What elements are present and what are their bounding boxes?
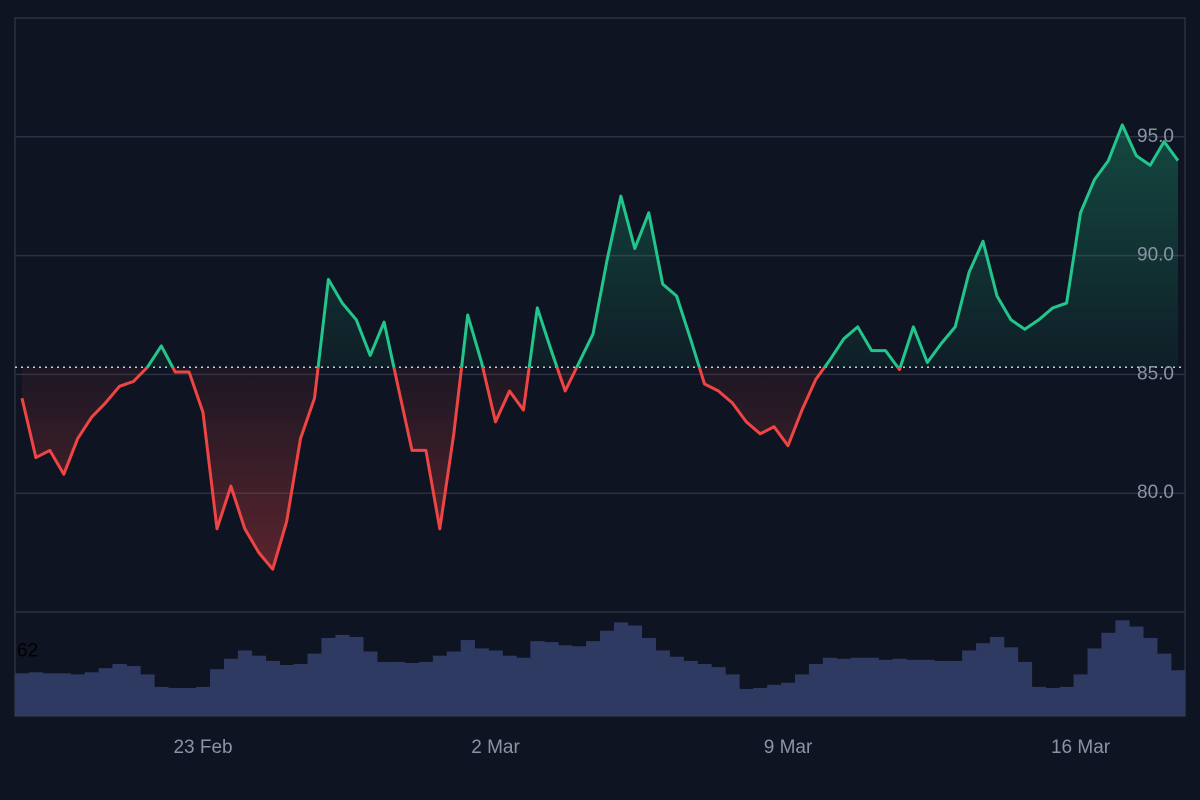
volume-bar bbox=[377, 661, 392, 716]
volume-bar bbox=[418, 661, 434, 716]
volume-bar bbox=[70, 674, 85, 716]
volume-bar bbox=[98, 668, 113, 716]
volume-bar bbox=[962, 650, 977, 716]
volume-bar bbox=[864, 657, 879, 716]
volume-bar bbox=[544, 642, 559, 716]
volume-bar bbox=[1129, 626, 1144, 716]
volume-bar bbox=[293, 664, 308, 716]
volume-bar bbox=[56, 673, 72, 716]
volume-bar bbox=[878, 659, 893, 716]
volume-bar bbox=[990, 636, 1005, 716]
volume-bar bbox=[739, 688, 754, 716]
price-line bbox=[20, 123, 1180, 571]
volume-bar bbox=[1003, 647, 1019, 716]
volume-bar bbox=[641, 638, 657, 716]
volume-bar bbox=[669, 656, 684, 716]
volume-bar bbox=[84, 672, 99, 716]
volume-bar bbox=[1045, 687, 1060, 716]
volume-bar bbox=[265, 660, 280, 716]
volume-bar bbox=[1087, 648, 1102, 716]
volume-bar bbox=[920, 659, 935, 716]
volume-bar bbox=[516, 657, 531, 716]
volume-bar bbox=[683, 660, 698, 716]
volume-bar bbox=[488, 650, 503, 716]
volume-bar bbox=[1031, 686, 1047, 716]
volume-bar bbox=[1157, 653, 1172, 716]
volume-bar bbox=[1115, 620, 1130, 716]
y-tick-label: 95.0 bbox=[1137, 126, 1174, 147]
volume-bar bbox=[474, 648, 489, 716]
volume-bar bbox=[182, 687, 197, 716]
volume-bar bbox=[558, 645, 573, 716]
volume-bar bbox=[210, 669, 225, 716]
volume-bar bbox=[1171, 670, 1186, 716]
volume-bar bbox=[405, 662, 420, 716]
y-tick-label: 85.0 bbox=[1137, 363, 1174, 384]
x-tick-label: 23 Feb bbox=[173, 737, 232, 758]
volume-bar bbox=[655, 650, 670, 716]
volume-bar bbox=[223, 658, 239, 716]
volume-bar bbox=[140, 674, 155, 716]
volume-bar bbox=[154, 686, 169, 716]
volume-bar bbox=[321, 638, 336, 716]
volume-bar bbox=[460, 640, 475, 716]
volume-bar bbox=[112, 664, 127, 716]
volume-bar bbox=[15, 673, 30, 716]
volume-bar bbox=[335, 634, 350, 716]
volume-bar bbox=[168, 687, 183, 716]
x-tick-label: 2 Mar bbox=[471, 737, 520, 758]
volume-bar bbox=[836, 658, 852, 716]
volume-bar bbox=[781, 682, 796, 716]
volume-bar bbox=[948, 660, 963, 716]
volume-bar bbox=[446, 651, 462, 716]
volume-bar bbox=[126, 666, 141, 716]
x-tick-label: 16 Mar bbox=[1051, 737, 1111, 758]
volume-bar bbox=[530, 641, 545, 716]
volume-bar bbox=[349, 636, 364, 716]
volume-bar bbox=[725, 674, 740, 716]
volume-bar bbox=[502, 655, 517, 716]
volume-bar bbox=[391, 661, 406, 716]
volume-bar bbox=[613, 622, 629, 716]
volume-bar bbox=[572, 646, 587, 716]
volume-bar bbox=[1073, 674, 1088, 716]
volume-bar bbox=[711, 667, 726, 716]
volume-bar bbox=[432, 655, 448, 716]
volume-bar bbox=[363, 651, 378, 716]
volume-bar bbox=[934, 660, 949, 716]
volume-bar bbox=[279, 665, 294, 716]
volume-bar bbox=[1017, 661, 1033, 716]
volume-bar bbox=[767, 684, 782, 716]
volume-bar bbox=[795, 674, 810, 716]
volume-bar bbox=[753, 687, 768, 716]
volume-bar bbox=[906, 659, 921, 716]
volume-bar bbox=[892, 658, 907, 716]
volume-bar bbox=[237, 650, 253, 716]
volume-bar bbox=[28, 672, 44, 716]
volume-bar bbox=[42, 673, 58, 716]
volume-bar bbox=[976, 643, 991, 716]
volume-bar bbox=[808, 664, 824, 716]
volume-tick-label: 62 bbox=[17, 641, 38, 662]
volume-bar bbox=[822, 657, 838, 716]
volume-bar bbox=[251, 655, 267, 716]
volume-bar bbox=[196, 686, 211, 716]
volume-bar bbox=[1101, 632, 1116, 716]
volume-bar bbox=[1059, 686, 1074, 716]
volume-bar bbox=[697, 664, 712, 716]
y-tick-label: 90.0 bbox=[1137, 245, 1174, 266]
volume-bar bbox=[600, 630, 615, 716]
volume-bar bbox=[850, 657, 865, 716]
volume-bar bbox=[1143, 638, 1158, 716]
y-tick-label: 80.0 bbox=[1137, 482, 1174, 503]
baseline-area bbox=[22, 124, 1178, 570]
volume-bar bbox=[586, 641, 601, 716]
x-tick-label: 9 Mar bbox=[764, 737, 813, 758]
volume-bar bbox=[627, 625, 643, 716]
volume-bar bbox=[307, 653, 322, 716]
